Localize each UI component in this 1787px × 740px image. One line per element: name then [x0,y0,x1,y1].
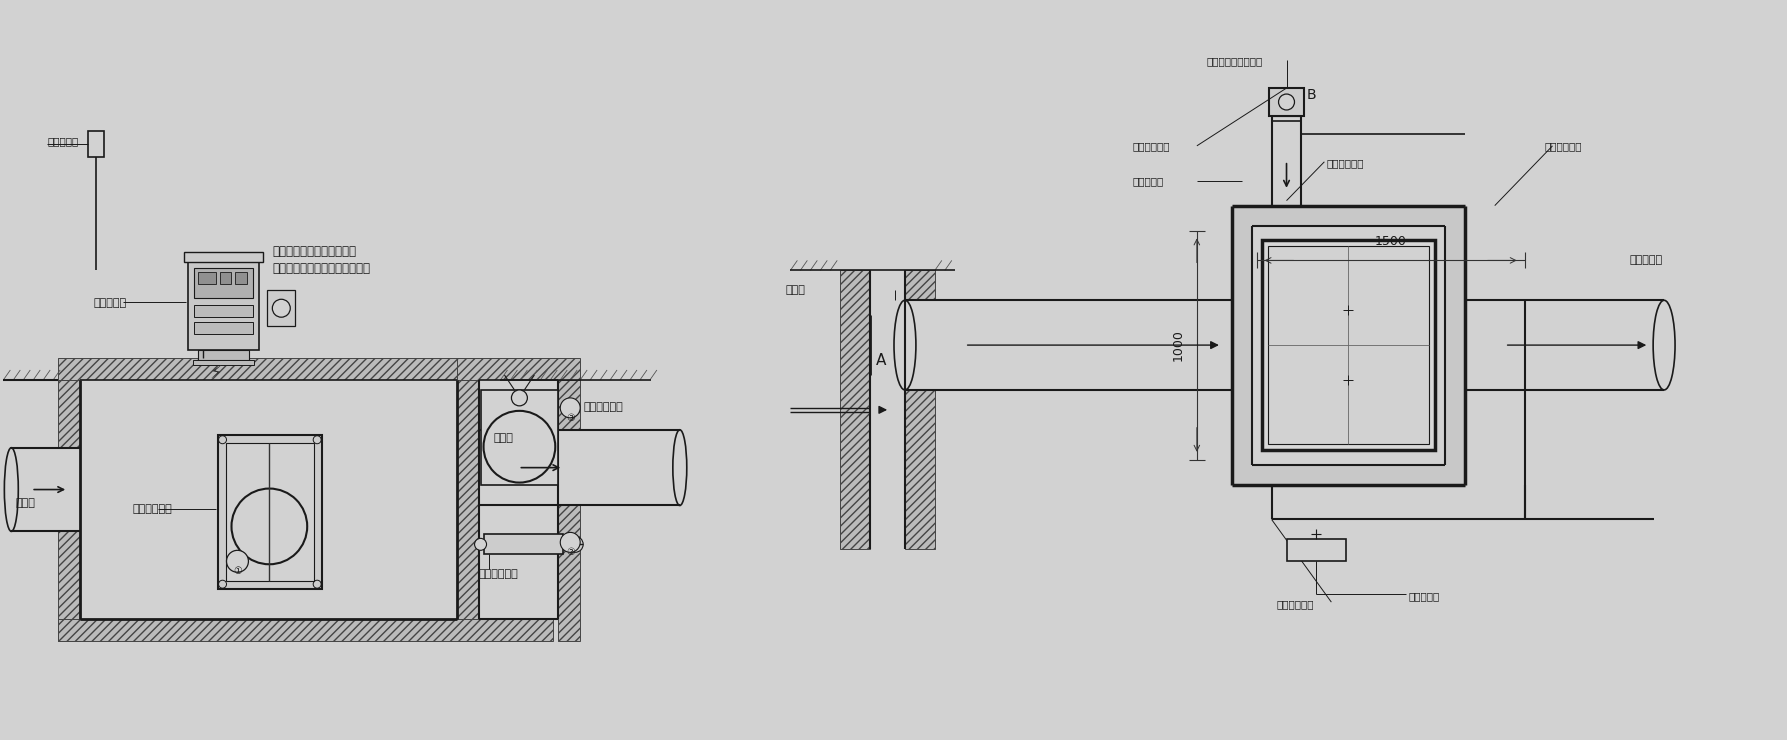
Text: 超声波液位计: 超声波液位计 [1133,141,1170,151]
Text: 智能控制柜设置于绿化带内: 智能控制柜设置于绿化带内 [272,246,356,258]
Text: 液动旋转堰门: 液动旋转堰门 [479,569,518,579]
Circle shape [561,398,581,418]
Bar [558,430,677,505]
Bar [59,619,554,641]
Bar [193,269,254,298]
Bar [1251,226,1446,465]
Text: A: A [876,353,886,368]
Text: 不锈钢爬梯: 不锈钢爬梯 [1408,591,1439,601]
Text: 1500: 1500 [1374,235,1406,249]
Circle shape [272,299,289,317]
Circle shape [484,411,556,482]
Ellipse shape [674,430,686,505]
Bar [198,272,216,284]
Text: 进水管: 进水管 [16,497,36,508]
Bar [236,272,247,284]
Bar [481,390,558,485]
Bar [1269,88,1305,116]
Text: 液压旋转堰门: 液压旋转堰门 [1276,599,1313,609]
Circle shape [561,532,581,552]
Bar [558,380,581,641]
Text: 智能控制柜: 智能控制柜 [93,298,127,309]
Circle shape [1278,94,1294,110]
Text: ①: ① [234,566,243,576]
Bar [457,380,479,641]
Text: 出水管，至污水管网: 出水管，至污水管网 [1206,56,1263,66]
Text: ③: ③ [566,413,575,423]
Circle shape [475,539,486,551]
Bar [220,272,232,284]
Text: 溢流管: 溢流管 [493,433,513,443]
Text: ②: ② [566,548,575,557]
Bar [198,350,250,360]
Bar [1287,539,1346,561]
Bar [88,131,104,157]
Text: 浮动式可调堰: 浮动式可调堰 [583,402,624,412]
Bar [484,534,563,554]
Text: 1000: 1000 [1172,329,1185,361]
Bar [218,435,322,589]
Bar [59,358,479,380]
Bar [840,270,870,549]
Circle shape [227,551,248,572]
Text: 具体位置根据现场实际情况而定: 具体位置根据现场实际情况而定 [272,263,370,275]
Bar [1465,300,1664,390]
Bar [80,380,457,619]
Bar [188,260,259,350]
Bar [193,360,254,365]
Bar [225,443,315,581]
Text: 进水管: 进水管 [786,286,806,295]
Text: 不锈钢爬梯: 不锈钢爬梯 [1133,175,1163,186]
Bar [1267,246,1430,444]
Bar [4,448,80,531]
Text: 超声波液位计: 超声波液位计 [1544,141,1581,151]
Text: 自控调流闸门: 自控调流闸门 [132,505,173,514]
Bar [193,305,254,317]
Text: ⚡: ⚡ [209,365,222,383]
Bar [268,290,295,326]
Circle shape [511,390,527,406]
Bar [904,300,1231,390]
Bar [457,358,581,380]
Circle shape [232,488,307,565]
Ellipse shape [4,448,18,531]
Bar [904,270,935,549]
Text: 液压限流闸门: 液压限流闸门 [1326,158,1363,168]
Bar [193,322,254,334]
Ellipse shape [1653,300,1674,390]
Text: B: B [1306,88,1315,102]
Ellipse shape [894,300,917,390]
Text: 溢流出水管: 溢流出水管 [1630,255,1662,266]
Bar [59,380,80,641]
Bar [479,380,558,619]
Bar [870,270,904,549]
Circle shape [566,536,583,552]
Text: 雨量感应器: 雨量感应器 [46,136,79,146]
Bar [1262,240,1435,450]
Bar [1231,206,1465,485]
Bar [184,252,263,263]
